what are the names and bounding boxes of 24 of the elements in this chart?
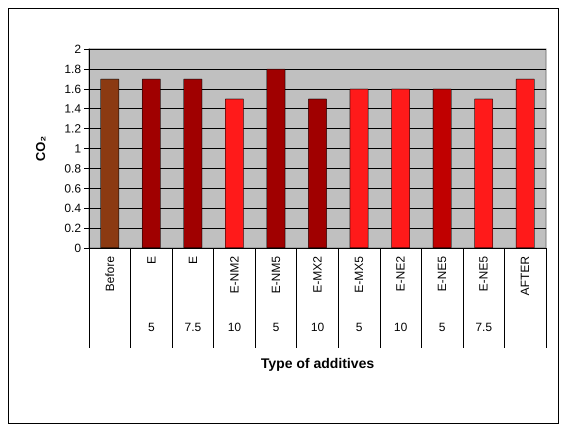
- category-label: E-NM5 5: [268, 256, 283, 334]
- category-label: E-NM2 10: [227, 256, 242, 334]
- y-tick-label: 0: [74, 241, 82, 255]
- y-tick-label: 1.2: [64, 122, 82, 136]
- y-tick-label: 0.6: [64, 181, 82, 196]
- y-tick-label: 0.2: [64, 221, 82, 236]
- category-label: E-MX2 10: [310, 256, 324, 334]
- x-tick-label: Before: [102, 256, 117, 292]
- y-tick-label: 2: [74, 42, 82, 56]
- category-label: E-NE5 7.5: [475, 256, 492, 334]
- y-tick-label: 1: [74, 142, 82, 156]
- y-axis-title: CO₂: [33, 136, 48, 162]
- category-label: E-NE5 5: [435, 256, 450, 334]
- y-tick-label: 0.8: [64, 161, 82, 176]
- category-label: E 7.5: [184, 256, 202, 334]
- x-tick-label: AFTER: [518, 256, 532, 296]
- category-label: E 5: [144, 256, 158, 334]
- y-tick-label: 0.4: [64, 201, 82, 216]
- category-label: E-NE2 10: [394, 256, 408, 334]
- y-tick-label: 1.6: [64, 82, 82, 96]
- y-tick-label: 1.4: [64, 102, 82, 116]
- x-axis-title: Type of additives: [260, 355, 374, 371]
- y-tick-label: 1.8: [64, 62, 82, 76]
- category-label: E-MX5 5: [352, 256, 366, 334]
